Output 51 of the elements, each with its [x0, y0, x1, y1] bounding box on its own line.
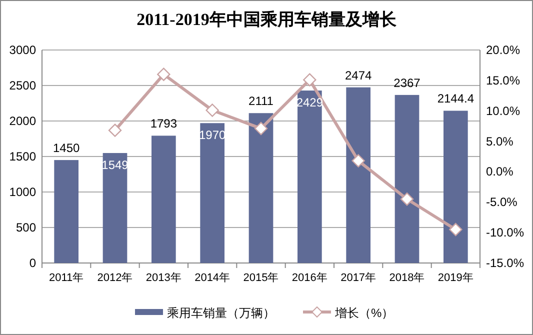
x-tick-label: 2019年 [438, 272, 474, 284]
y-tick-label: 500 [16, 220, 36, 234]
point [157, 68, 170, 81]
y2-tick-label: 0.0% [486, 164, 514, 179]
bar [298, 90, 322, 263]
y2-tick-label: 20.0% [486, 43, 520, 57]
y2-tick-label: 10.0% [486, 104, 520, 118]
y-tick-label: 2500 [9, 78, 36, 92]
y2-tick-label: -15.0% [486, 256, 524, 270]
y-tick-label: 1500 [9, 150, 36, 164]
bar [394, 94, 420, 263]
y2-tick-label: -10.0% [486, 226, 524, 240]
data-label: 1450 [52, 141, 80, 156]
bar [54, 160, 78, 263]
data-label: 2367 [394, 76, 421, 90]
x-tick-label: 2011年 [49, 272, 84, 284]
point [254, 122, 268, 136]
x-tick-label: 2015年 [243, 272, 279, 284]
legend-label: 乘用车销量（万辆） [167, 306, 275, 320]
data-label: 2111 [248, 94, 274, 108]
point [352, 154, 365, 168]
data-label: 2144.4 [437, 92, 474, 106]
y2-tick-label: 5.0% [486, 134, 514, 148]
y2-tick-label: -5.0% [486, 195, 518, 210]
data-label: 1970 [198, 128, 226, 142]
bar [152, 136, 176, 263]
y-tick-label: 2000 [9, 114, 36, 128]
data-label: 2474 [344, 68, 372, 82]
y2-tick-label: 15.0% [486, 73, 520, 88]
y-tick-label: 0 [29, 256, 36, 270]
bar [346, 87, 370, 263]
x-tick-label: 2017年 [340, 272, 376, 284]
x-tick-label: 2014年 [194, 272, 230, 284]
chart-title: 2011-2019年中国乘用车销量及增长 [136, 10, 398, 29]
bar [248, 113, 274, 263]
y-tick-label: 3000 [9, 43, 36, 57]
y-tick-label: 1000 [9, 185, 36, 199]
point [303, 73, 316, 86]
point [108, 124, 122, 137]
point [449, 222, 462, 236]
point [400, 192, 414, 206]
bar [102, 153, 128, 263]
data-label: 1793 [150, 116, 178, 131]
legend-label: 增长（%） [334, 306, 394, 320]
point [206, 104, 219, 117]
x-tick-label: 2012年 [97, 272, 133, 284]
x-tick-label: 2016年 [292, 272, 328, 284]
x-tick-label: 2018年 [389, 272, 425, 284]
bar [200, 123, 224, 263]
x-tick-label: 2013年 [146, 272, 182, 284]
bar [444, 110, 468, 263]
